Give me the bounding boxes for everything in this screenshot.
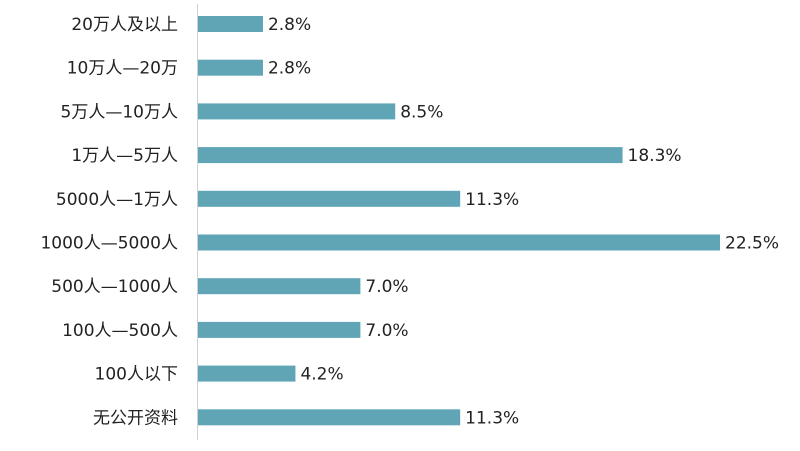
data-label: 2.8%	[268, 15, 311, 35]
data-label: 8.5%	[400, 102, 443, 122]
data-label: 11.3%	[465, 190, 519, 210]
data-label: 7.0%	[365, 321, 408, 341]
category-label: 5000人—1万人	[56, 190, 178, 210]
bar	[198, 409, 461, 426]
category-label: 10万人—20万	[67, 59, 178, 79]
bar	[198, 365, 296, 382]
bar	[198, 278, 361, 295]
category-label: 20万人及以上	[71, 15, 178, 35]
data-label: 4.2%	[300, 365, 343, 385]
bar	[198, 16, 263, 32]
bar	[198, 321, 361, 338]
data-label: 11.3%	[465, 408, 519, 428]
data-label: 2.8%	[268, 59, 311, 79]
bar	[198, 147, 623, 164]
category-label: 100人—500人	[62, 321, 178, 341]
data-label: 7.0%	[365, 277, 408, 297]
category-label: 无公开资料	[93, 408, 178, 428]
data-label: 18.3%	[628, 146, 682, 166]
category-label: 500人—1000人	[51, 277, 178, 297]
bar	[198, 234, 720, 251]
category-label: 100人以下	[95, 365, 178, 385]
bar	[198, 103, 396, 120]
category-label: 5万人—10万人	[61, 102, 178, 122]
bar	[198, 59, 263, 76]
category-label: 1000人—5000人	[40, 234, 178, 254]
bar	[198, 190, 461, 207]
category-label: 1万人—5万人	[71, 146, 178, 166]
data-label: 22.5%	[725, 234, 779, 254]
